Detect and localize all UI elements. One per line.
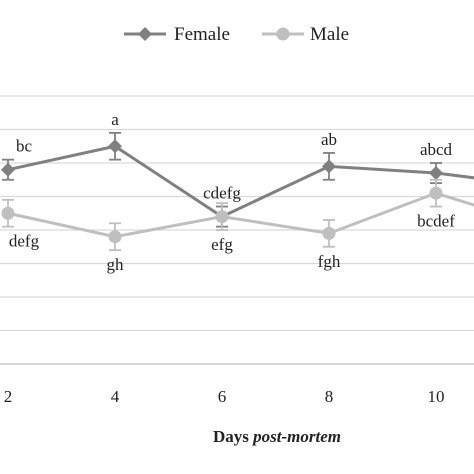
sig-label-male-2: efg [211,235,233,254]
sig-label-female-0: bc [16,137,33,156]
point-male-4 [429,186,443,200]
sig-label-female-4: abcd [420,140,453,159]
legend-female-diamond-icon [138,27,152,41]
series-male: defg gh efg fgh bcdef [1,178,474,274]
legend-male-label: Male [310,24,349,45]
point-male-0 [1,206,15,220]
x-tick-label-4: 4 [111,387,120,406]
x-tick-label-6: 6 [218,387,227,406]
x-tick-label-10: 10 [428,387,445,406]
sig-label-female-3: ab [321,130,337,149]
point-male-3 [322,226,336,240]
point-female-0 [1,162,15,177]
legend-male-circle-icon [276,27,290,41]
x-tick-label-8: 8 [325,387,334,406]
legend-item-female: Female [124,24,230,45]
x-axis-label-italic: post-mortem [251,427,341,446]
grid [0,95,474,332]
x-axis-label-main: Days [213,427,253,446]
series-female: bc a cdefg ab abcd [1,110,474,228]
legend-female-label: Female [174,24,230,45]
x-tick-label-2: 2 [4,387,13,406]
point-female-1 [108,139,122,154]
sig-label-male-4: bcdef [417,212,455,231]
series-line-male [7,191,474,239]
point-male-2 [215,210,229,224]
series-group: bc a cdefg ab abcd defg gh efg fgh bcdef [1,110,474,274]
point-female-3 [322,159,336,174]
legend: Female Male [124,24,349,45]
sig-label-female-1: a [111,110,119,129]
sig-label-male-3: fgh [318,252,341,271]
sig-label-male-1: gh [107,255,125,274]
series-line-female [7,144,474,219]
x-tick-labels: 2 4 6 8 10 [4,387,445,406]
legend-item-male: Male [262,24,349,45]
x-axis-label: Days post-mortem [213,427,341,446]
sig-label-male-0: defg [9,232,40,251]
sig-label-female-2: cdefg [203,184,241,203]
point-male-1 [108,230,122,244]
point-female-4 [429,166,443,181]
